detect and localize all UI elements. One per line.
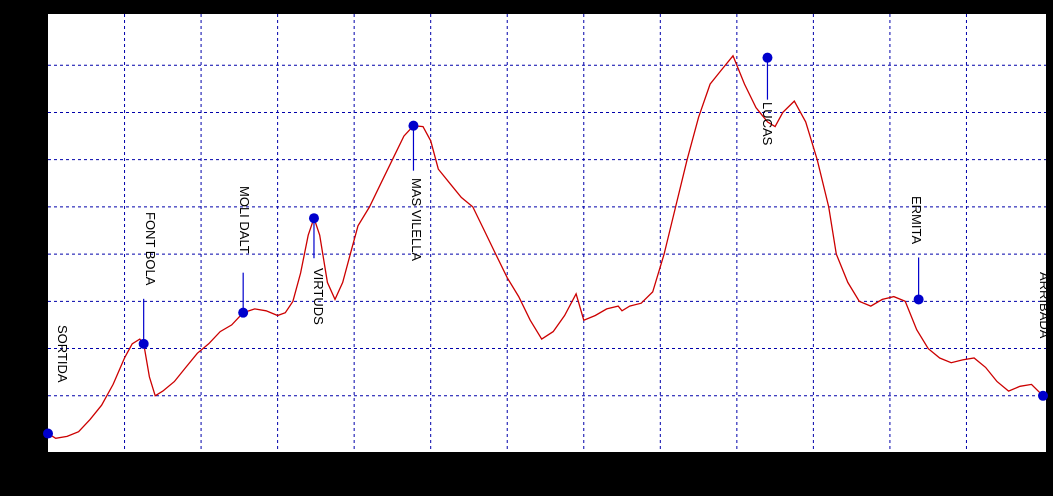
y-tick-label: 200 <box>22 436 42 450</box>
x-tick-label: 24.00 <box>951 455 981 469</box>
y-tick-label: 600 <box>22 58 42 72</box>
y-tick-label: 550 <box>22 105 42 119</box>
waypoint-label: MAS VILELLA <box>409 178 424 261</box>
y-tick-label: 450 <box>22 200 42 214</box>
waypoint-label: MOLI DALT <box>237 186 252 254</box>
y-tick-label: 500 <box>22 153 42 167</box>
y-axis-ticks: 200 250 300 350 400 450 500 550 600 650 <box>22 11 42 450</box>
waypoint-label: ERMITA <box>909 196 924 244</box>
x-tick-label: 4.00 <box>189 455 213 469</box>
x-tick-label: 22.00 <box>875 455 905 469</box>
waypoint-label: VIRTUDS <box>311 268 326 325</box>
x-tick-label: 0.00 <box>36 455 60 469</box>
waypoint-marker <box>1038 390 1048 401</box>
x-tick-label: 8.00 <box>342 455 366 469</box>
waypoint-label: FONT BOLA <box>143 212 158 286</box>
elevation-line <box>47 54 1044 439</box>
x-tick-label: 12.00 <box>492 455 522 469</box>
waypoint-label: LUCAS <box>760 102 775 146</box>
x-tick-label: 6.00 <box>266 455 290 469</box>
waypoint-marker <box>138 338 149 349</box>
waypoint-marker <box>913 294 924 305</box>
x-tick-label: 20.00 <box>798 455 828 469</box>
x-tick-label: 16.00 <box>645 455 675 469</box>
plot-background <box>48 14 1046 452</box>
x-axis-ticks: 0.00 2.00 4.00 6.00 8.00 10.00 12.00 14.00 16.00… <box>36 455 1052 469</box>
waypoint-marker <box>408 120 419 131</box>
y-tick-label: 250 <box>22 389 42 403</box>
y-tick-label: 400 <box>22 247 42 261</box>
waypoint-markers: SORTIDA FONT BOLA MOLI DALT VIRTUDS MAS VILE… <box>43 52 1052 439</box>
y-tick-label: 350 <box>22 294 42 308</box>
x-tick-label: 10.00 <box>416 455 446 469</box>
y-tick-label: 300 <box>22 342 42 356</box>
waypoint-marker <box>762 52 773 63</box>
grid-lines <box>48 14 1046 452</box>
x-tick-label: 18.00 <box>722 455 752 469</box>
waypoint-marker <box>308 213 319 224</box>
waypoint-marker <box>238 307 249 318</box>
x-tick-label: 2.00 <box>113 455 137 469</box>
x-tick-label: 14.00 <box>569 455 599 469</box>
waypoint-label: SORTIDA <box>55 325 70 383</box>
x-tick-label: 26.00 <box>1022 455 1052 469</box>
waypoint-marker <box>43 428 53 439</box>
y-tick-label: 650 <box>22 11 42 25</box>
waypoint-label: ARRIBADA <box>1037 272 1052 339</box>
